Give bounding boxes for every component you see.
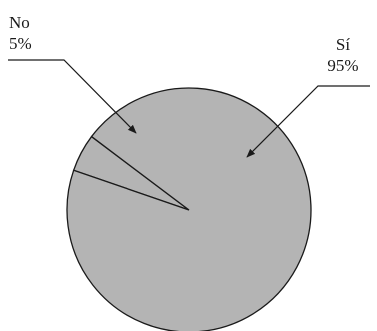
callout-arrow-si [246, 85, 370, 158]
pie-slice-si [66, 87, 312, 331]
label-no: No 5% [9, 13, 32, 53]
slice-value-no: 5% [9, 34, 32, 53]
callout-arrows [8, 59, 370, 158]
slice-label-no: No [9, 13, 30, 32]
slice-value-si: 95% [327, 56, 358, 75]
label-si: Sí 95% [327, 35, 358, 75]
callout-arrow-no [8, 59, 137, 134]
pie-slices [66, 87, 312, 331]
slice-label-si: Sí [336, 35, 350, 54]
